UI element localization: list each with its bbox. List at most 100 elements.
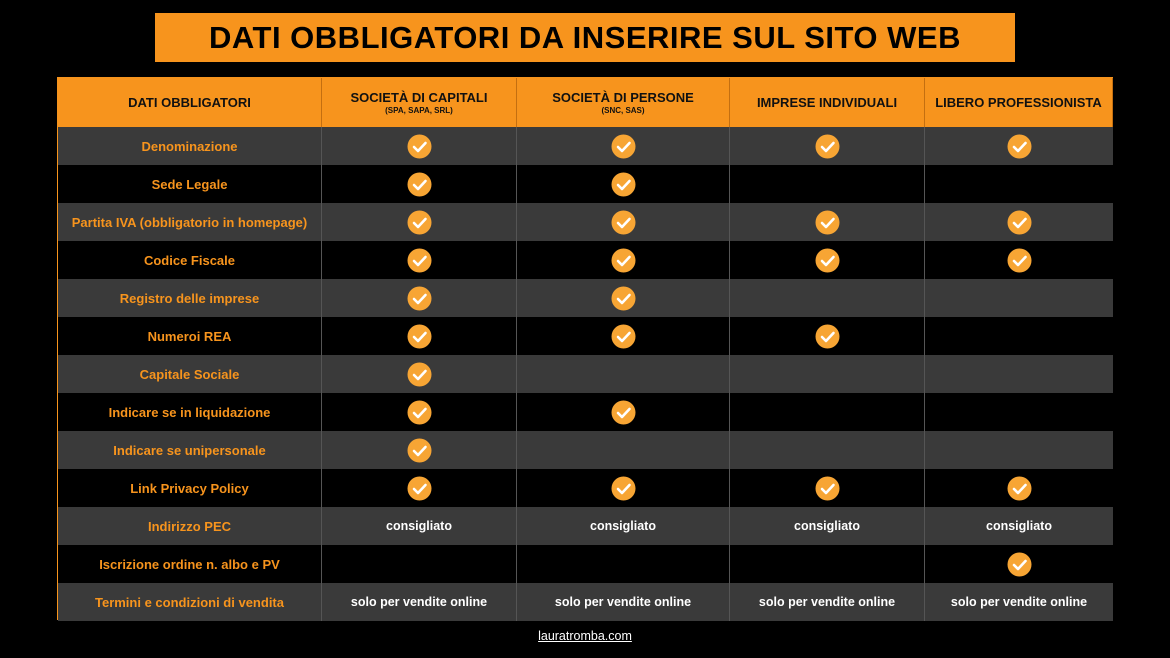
check-icon [1007, 210, 1031, 234]
check-icon [611, 134, 635, 158]
row-label: Link Privacy Policy [58, 469, 322, 507]
table-cell: solo per vendite online [925, 583, 1113, 621]
table-cell [730, 165, 925, 203]
header-title: SOCIETÀ DI CAPITALI [350, 90, 488, 105]
table-cell [517, 165, 730, 203]
header-title: IMPRESE INDIVIDUALI [756, 95, 898, 110]
table-cell [730, 317, 925, 355]
table-cell [730, 355, 925, 393]
check-icon [1007, 248, 1031, 272]
table-cell [517, 317, 730, 355]
header-cell: LIBERO PROFESSIONISTA [925, 78, 1113, 127]
check-icon [407, 134, 431, 158]
table-cell [322, 469, 517, 507]
check-icon [611, 286, 635, 310]
table-cell [730, 203, 925, 241]
header-cell: SOCIETÀ DI PERSONE (SNC, SAS) [517, 78, 730, 127]
table-cell [517, 431, 730, 469]
header-cell: SOCIETÀ DI CAPITALI (SPA, SAPA, SRL) [322, 78, 517, 127]
row-label: Codice Fiscale [58, 241, 322, 279]
table-cell [925, 393, 1113, 431]
check-icon [611, 324, 635, 348]
title: DATI OBBLIGATORI DA INSERIRE SUL SITO WE… [155, 13, 1015, 62]
row-label: Registro delle imprese [58, 279, 322, 317]
table-cell [730, 431, 925, 469]
check-icon [611, 400, 635, 424]
check-icon [407, 362, 431, 386]
check-icon [611, 476, 635, 500]
table-cell [730, 545, 925, 583]
table-cell [322, 203, 517, 241]
header-title: LIBERO PROFESSIONISTA [935, 95, 1102, 110]
row-label: Denominazione [58, 127, 322, 165]
table-cell [517, 469, 730, 507]
row-label: Iscrizione ordine n. albo e PV [58, 545, 322, 583]
table-cell [322, 127, 517, 165]
header-cell: DATI OBBLIGATORI [58, 78, 322, 127]
check-icon [1007, 476, 1031, 500]
table: DATI OBBLIGATORI SOCIETÀ DI CAPITALI (SPA,… [57, 77, 1113, 621]
table-cell [517, 355, 730, 393]
table-cell [925, 469, 1113, 507]
check-icon [815, 134, 839, 158]
check-icon [815, 210, 839, 234]
table-cell [925, 431, 1113, 469]
table-cell [925, 317, 1113, 355]
header-title: DATI OBBLIGATORI [128, 95, 251, 110]
check-icon [611, 210, 635, 234]
check-icon [407, 286, 431, 310]
table-cell [925, 355, 1113, 393]
table-cell: solo per vendite online [730, 583, 925, 621]
row-label: Indirizzo PEC [58, 507, 322, 545]
table-cell [730, 469, 925, 507]
table-cell [322, 545, 517, 583]
table-cell [322, 317, 517, 355]
header-title: SOCIETÀ DI PERSONE [552, 90, 694, 105]
row-label: Indicare se in liquidazione [58, 393, 322, 431]
table-cell [517, 393, 730, 431]
check-icon [407, 172, 431, 196]
table-cell [517, 279, 730, 317]
table-cell [517, 127, 730, 165]
check-icon [407, 248, 431, 272]
table-cell [925, 545, 1113, 583]
check-icon [407, 210, 431, 234]
table-cell [322, 279, 517, 317]
check-icon [815, 324, 839, 348]
row-label: Capitale Sociale [58, 355, 322, 393]
table-cell [925, 127, 1113, 165]
table-cell [730, 127, 925, 165]
check-icon [407, 476, 431, 500]
table-cell [730, 393, 925, 431]
row-label: Sede Legale [58, 165, 322, 203]
table-cell: consigliato [925, 507, 1113, 545]
check-icon [407, 438, 431, 462]
table-cell [925, 279, 1113, 317]
table-cell [322, 431, 517, 469]
row-label: Termini e condizioni di vendita [58, 583, 322, 621]
row-label: Partita IVA (obbligatorio in homepage) [58, 203, 322, 241]
table-cell [322, 355, 517, 393]
row-label: Numeroi REA [58, 317, 322, 355]
table-cell [517, 241, 730, 279]
table-cell [517, 203, 730, 241]
table-cell [925, 241, 1113, 279]
table-cell [925, 165, 1113, 203]
check-icon [611, 172, 635, 196]
table-cell [322, 393, 517, 431]
table-cell: consigliato [730, 507, 925, 545]
check-icon [815, 248, 839, 272]
table-cell [730, 241, 925, 279]
check-icon [611, 248, 635, 272]
check-icon [1007, 552, 1031, 576]
header-subtitle: (SNC, SAS) [601, 106, 645, 115]
table-cell [322, 165, 517, 203]
check-icon [1007, 134, 1031, 158]
header-subtitle: (SPA, SAPA, SRL) [385, 106, 453, 115]
table-cell [322, 241, 517, 279]
footer-link[interactable]: lauratromba.com [538, 629, 632, 643]
check-icon [407, 324, 431, 348]
table-cell [925, 203, 1113, 241]
table-cell: solo per vendite online [322, 583, 517, 621]
